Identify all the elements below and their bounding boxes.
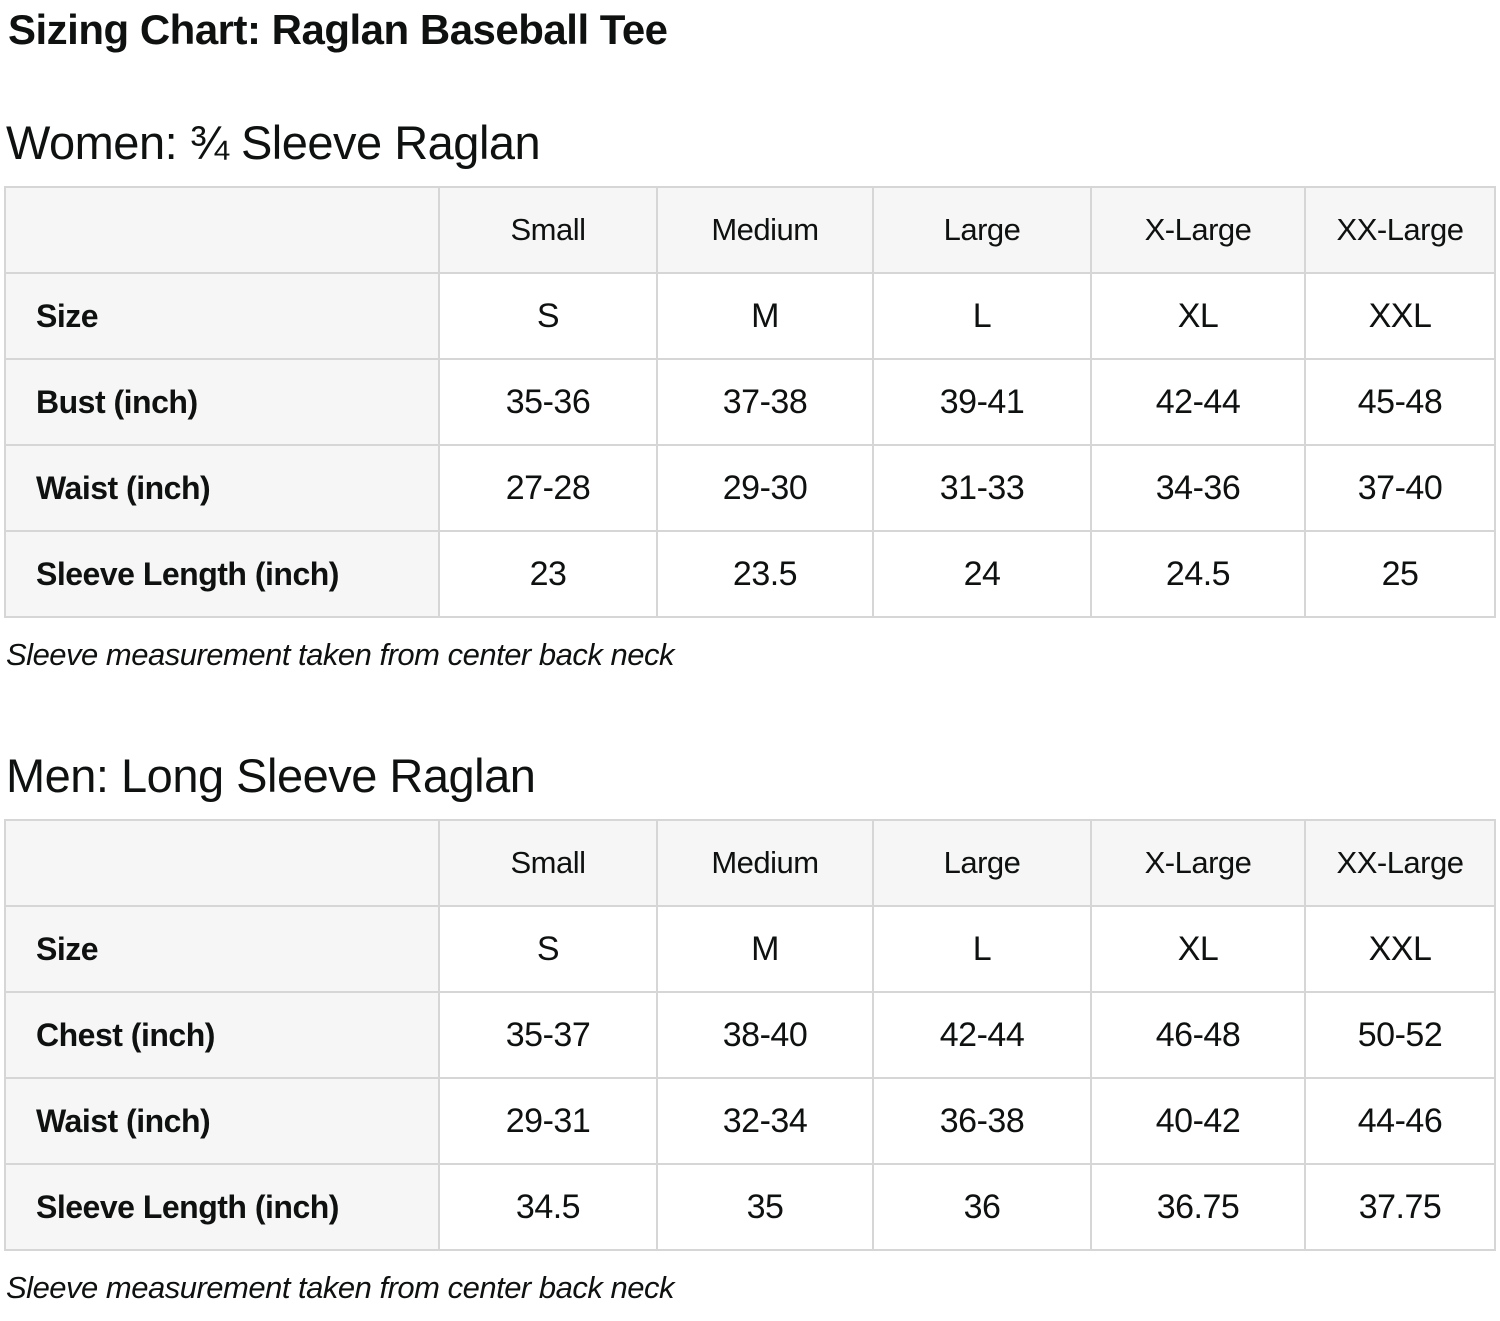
cell: 39-41 (872, 358, 1092, 447)
cell: 35-37 (438, 991, 658, 1080)
table-row-waist: Waist (inch) 27-28 29-30 31-33 34-36 37-… (4, 444, 1496, 533)
cell: L (872, 272, 1092, 361)
cell: 35-36 (438, 358, 658, 447)
cell: 24.5 (1090, 530, 1306, 619)
row-label-chest: Chest (inch) (4, 991, 440, 1080)
corner-cell (4, 186, 440, 275)
sizing-chart-page: Sizing Chart: Raglan Baseball Tee Women:… (0, 6, 1500, 1308)
cell: 40-42 (1090, 1077, 1306, 1166)
row-label-sleeve-length: Sleeve Length (inch) (4, 1163, 440, 1252)
cell: 37-40 (1304, 444, 1496, 533)
cell: 29-30 (656, 444, 874, 533)
col-header-xx-large: XX-Large (1304, 819, 1496, 908)
cell: 27-28 (438, 444, 658, 533)
section-heading-women: Women: ¾ Sleeve Raglan (6, 116, 541, 170)
col-header-xx-large: XX-Large (1304, 186, 1496, 275)
cell: 34.5 (438, 1163, 658, 1252)
section-women: Women: ¾ Sleeve Raglan Small Medium Larg… (4, 116, 1496, 675)
col-header-small: Small (438, 819, 658, 908)
table-row-bust: Bust (inch) 35-36 37-38 39-41 42-44 45-4… (4, 358, 1496, 447)
cell: 32-34 (656, 1077, 874, 1166)
row-label-size: Size (4, 272, 440, 361)
cell: XL (1090, 905, 1306, 994)
cell: M (656, 905, 874, 994)
table-row-sleeve-length: Sleeve Length (inch) 34.5 35 36 36.75 37… (4, 1163, 1496, 1252)
cell: 36 (872, 1163, 1092, 1252)
cell: 24 (872, 530, 1092, 619)
cell: 37-38 (656, 358, 874, 447)
cell: S (438, 905, 658, 994)
cell: 46-48 (1090, 991, 1306, 1080)
sleeve-measurement-note: Sleeve measurement taken from center bac… (6, 1270, 674, 1306)
cell: 29-31 (438, 1077, 658, 1166)
cell: 25 (1304, 530, 1496, 619)
col-header-medium: Medium (656, 819, 874, 908)
table-header-row: Small Medium Large X-Large XX-Large (4, 819, 1496, 908)
page-title: Sizing Chart: Raglan Baseball Tee (8, 6, 668, 53)
cell: 36.75 (1090, 1163, 1306, 1252)
col-header-x-large: X-Large (1090, 819, 1306, 908)
cell: 31-33 (872, 444, 1092, 533)
cell: 34-36 (1090, 444, 1306, 533)
cell: S (438, 272, 658, 361)
table-header-row: Small Medium Large X-Large XX-Large (4, 186, 1496, 275)
sleeve-measurement-note: Sleeve measurement taken from center bac… (6, 637, 674, 673)
cell: 45-48 (1304, 358, 1496, 447)
section-men: Men: Long Sleeve Raglan Small Medium Lar… (4, 749, 1496, 1308)
cell: XXL (1304, 905, 1496, 994)
section-heading-men: Men: Long Sleeve Raglan (6, 749, 536, 803)
cell: 23 (438, 530, 658, 619)
row-label-waist: Waist (inch) (4, 444, 440, 533)
col-header-large: Large (872, 819, 1092, 908)
row-label-sleeve-length: Sleeve Length (inch) (4, 530, 440, 619)
cell: XL (1090, 272, 1306, 361)
row-label-size: Size (4, 905, 440, 994)
cell: XXL (1304, 272, 1496, 361)
men-sizing-table: Small Medium Large X-Large XX-Large Size… (4, 819, 1496, 1252)
cell: 44-46 (1304, 1077, 1496, 1166)
col-header-x-large: X-Large (1090, 186, 1306, 275)
women-sizing-table: Small Medium Large X-Large XX-Large Size… (4, 186, 1496, 619)
table-row-size: Size S M L XL XXL (4, 272, 1496, 361)
table-row-sleeve-length: Sleeve Length (inch) 23 23.5 24 24.5 25 (4, 530, 1496, 619)
corner-cell (4, 819, 440, 908)
cell: 35 (656, 1163, 874, 1252)
cell: 42-44 (872, 991, 1092, 1080)
cell: 50-52 (1304, 991, 1496, 1080)
col-header-small: Small (438, 186, 658, 275)
cell: 37.75 (1304, 1163, 1496, 1252)
cell: L (872, 905, 1092, 994)
col-header-large: Large (872, 186, 1092, 275)
row-label-bust: Bust (inch) (4, 358, 440, 447)
table-row-size: Size S M L XL XXL (4, 905, 1496, 994)
cell: 38-40 (656, 991, 874, 1080)
cell: M (656, 272, 874, 361)
row-label-waist: Waist (inch) (4, 1077, 440, 1166)
cell: 23.5 (656, 530, 874, 619)
table-row-waist: Waist (inch) 29-31 32-34 36-38 40-42 44-… (4, 1077, 1496, 1166)
table-row-chest: Chest (inch) 35-37 38-40 42-44 46-48 50-… (4, 991, 1496, 1080)
cell: 36-38 (872, 1077, 1092, 1166)
cell: 42-44 (1090, 358, 1306, 447)
col-header-medium: Medium (656, 186, 874, 275)
